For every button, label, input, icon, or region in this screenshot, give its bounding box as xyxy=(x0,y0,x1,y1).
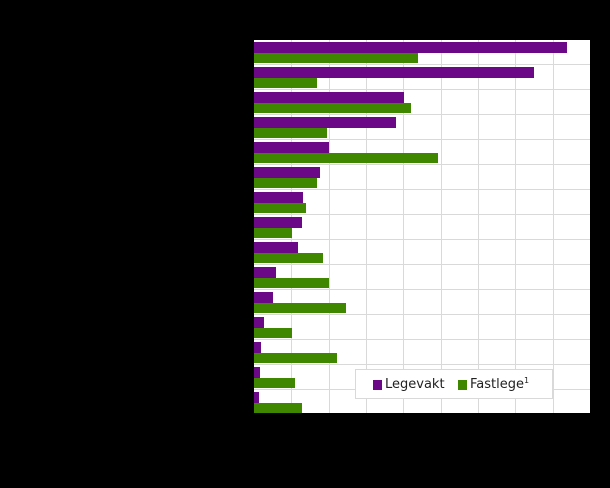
bar-legevakt xyxy=(254,317,264,328)
bar-row xyxy=(254,115,590,140)
horizontal-gridline xyxy=(254,164,590,165)
bar-fastlege xyxy=(254,328,292,338)
horizontal-gridline xyxy=(254,214,590,215)
bar-fastlege xyxy=(254,178,317,188)
bar-fastlege xyxy=(254,203,306,213)
bar-row xyxy=(254,190,590,215)
horizontal-gridline xyxy=(254,89,590,90)
legend-label-fastlege: Fastlege1 xyxy=(470,376,530,393)
bar-fastlege xyxy=(254,253,323,263)
legend: Legevakt Fastlege1 xyxy=(355,369,553,399)
bar-fastlege xyxy=(254,53,418,63)
legend-footnote-marker: 1 xyxy=(523,376,530,385)
bar-fastlege xyxy=(254,153,438,163)
legend-item-legevakt: Legevakt xyxy=(373,377,445,392)
legend-label-legevakt: Legevakt xyxy=(385,377,445,392)
bar-row xyxy=(254,65,590,90)
bar-fastlege xyxy=(254,278,329,288)
bar-legevakt xyxy=(254,192,303,203)
vertical-gridline xyxy=(366,40,367,413)
bar-legevakt xyxy=(254,67,534,78)
horizontal-gridline xyxy=(254,314,590,315)
chart-title-area xyxy=(0,0,610,36)
bar-fastlege xyxy=(254,103,411,113)
horizontal-gridline xyxy=(254,289,590,290)
vertical-gridline xyxy=(515,40,516,413)
bar-legevakt xyxy=(254,242,298,253)
bar-legevakt xyxy=(254,342,261,353)
horizontal-gridline xyxy=(254,189,590,190)
legend-swatch-fastlege xyxy=(458,379,467,390)
bar-legevakt xyxy=(254,267,276,278)
bar-row xyxy=(254,290,590,315)
bar-legevakt xyxy=(254,367,260,378)
bar-row xyxy=(254,390,590,415)
bar-fastlege xyxy=(254,378,295,388)
bar-legevakt xyxy=(254,142,329,153)
bar-row xyxy=(254,265,590,290)
vertical-gridline xyxy=(553,40,554,413)
bar-row xyxy=(254,165,590,190)
legend-label-fastlege-text: Fastlege xyxy=(470,377,524,392)
bar-row xyxy=(254,40,590,65)
vertical-gridline xyxy=(403,40,404,413)
horizontal-gridline xyxy=(254,339,590,340)
bar-row xyxy=(254,90,590,115)
legend-swatch-legevakt xyxy=(373,379,382,390)
bar-fastlege xyxy=(254,128,327,138)
horizontal-gridline xyxy=(254,64,590,65)
bar-fastlege xyxy=(254,303,346,313)
x-axis-ticks xyxy=(254,416,590,432)
horizontal-gridline xyxy=(254,239,590,240)
bar-legevakt xyxy=(254,42,567,53)
horizontal-gridline xyxy=(254,139,590,140)
vertical-gridline xyxy=(329,40,330,413)
bar-legevakt xyxy=(254,392,259,403)
plot-area: Legevakt Fastlege1 xyxy=(254,40,590,413)
bar-legevakt xyxy=(254,92,404,103)
bar-legevakt xyxy=(254,117,396,128)
bar-row xyxy=(254,240,590,265)
bar-legevakt xyxy=(254,167,320,178)
bar-row xyxy=(254,340,590,365)
horizontal-gridline xyxy=(254,264,590,265)
bar-row xyxy=(254,215,590,240)
bar-fastlege xyxy=(254,403,302,413)
bar-fastlege xyxy=(254,353,337,363)
bar-row xyxy=(254,315,590,340)
bar-legevakt xyxy=(254,292,273,303)
legend-item-fastlege: Fastlege1 xyxy=(458,377,529,392)
horizontal-gridline xyxy=(254,364,590,365)
bar-row xyxy=(254,140,590,165)
bar-fastlege xyxy=(254,228,292,238)
bar-legevakt xyxy=(254,217,302,228)
horizontal-gridline xyxy=(254,114,590,115)
bar-fastlege xyxy=(254,78,317,88)
vertical-gridline xyxy=(441,40,442,413)
bar-row xyxy=(254,365,590,390)
vertical-gridline xyxy=(478,40,479,413)
